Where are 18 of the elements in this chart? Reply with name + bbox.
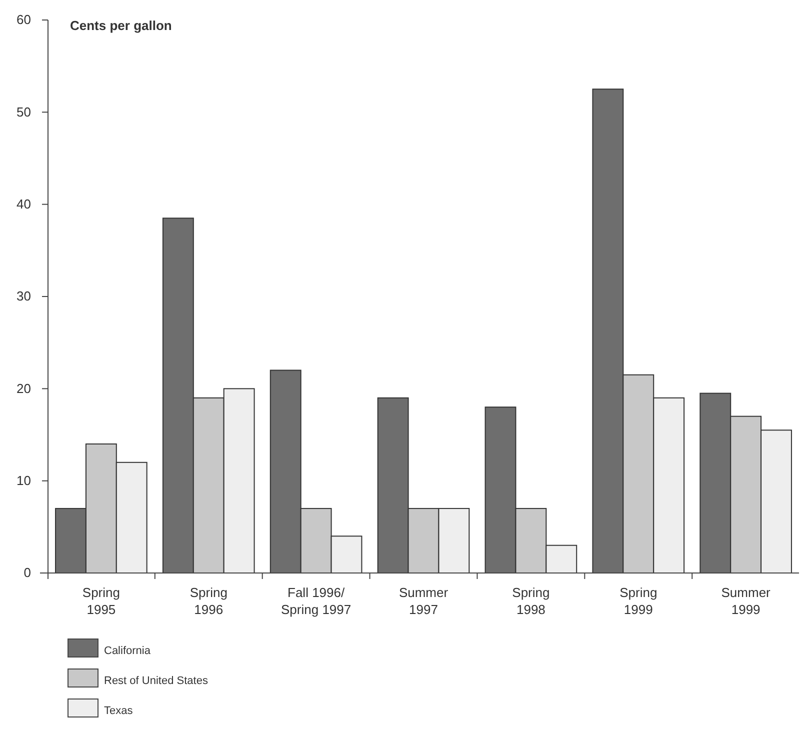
- y-tick-label: 10: [16, 472, 31, 488]
- y-axis-title: Cents per gallon: [70, 18, 172, 33]
- x-tick-label: Spring 1998: [512, 585, 550, 617]
- y-tick-label: 0: [24, 565, 31, 580]
- y-tick-label: 40: [16, 196, 31, 212]
- x-tick-label: Spring 1995: [82, 585, 120, 617]
- x-tick-label: Summer 1997: [398, 585, 449, 617]
- legend-label: California: [104, 645, 152, 657]
- legend-label: Rest of United States: [104, 675, 208, 687]
- x-tick-label: Summer 1999: [721, 585, 772, 617]
- y-tick-label: 20: [16, 380, 31, 396]
- x-tick-label: Spring 1996: [190, 585, 228, 617]
- x-tick-label: Fall 1996/ Spring 1997: [281, 585, 352, 617]
- x-tick-label: Spring 1999: [620, 585, 658, 617]
- legend-label: Texas: [104, 705, 134, 717]
- y-tick-label: 30: [16, 288, 31, 304]
- y-tick-label: 60: [16, 12, 31, 28]
- y-tick-label: 50: [16, 104, 31, 120]
